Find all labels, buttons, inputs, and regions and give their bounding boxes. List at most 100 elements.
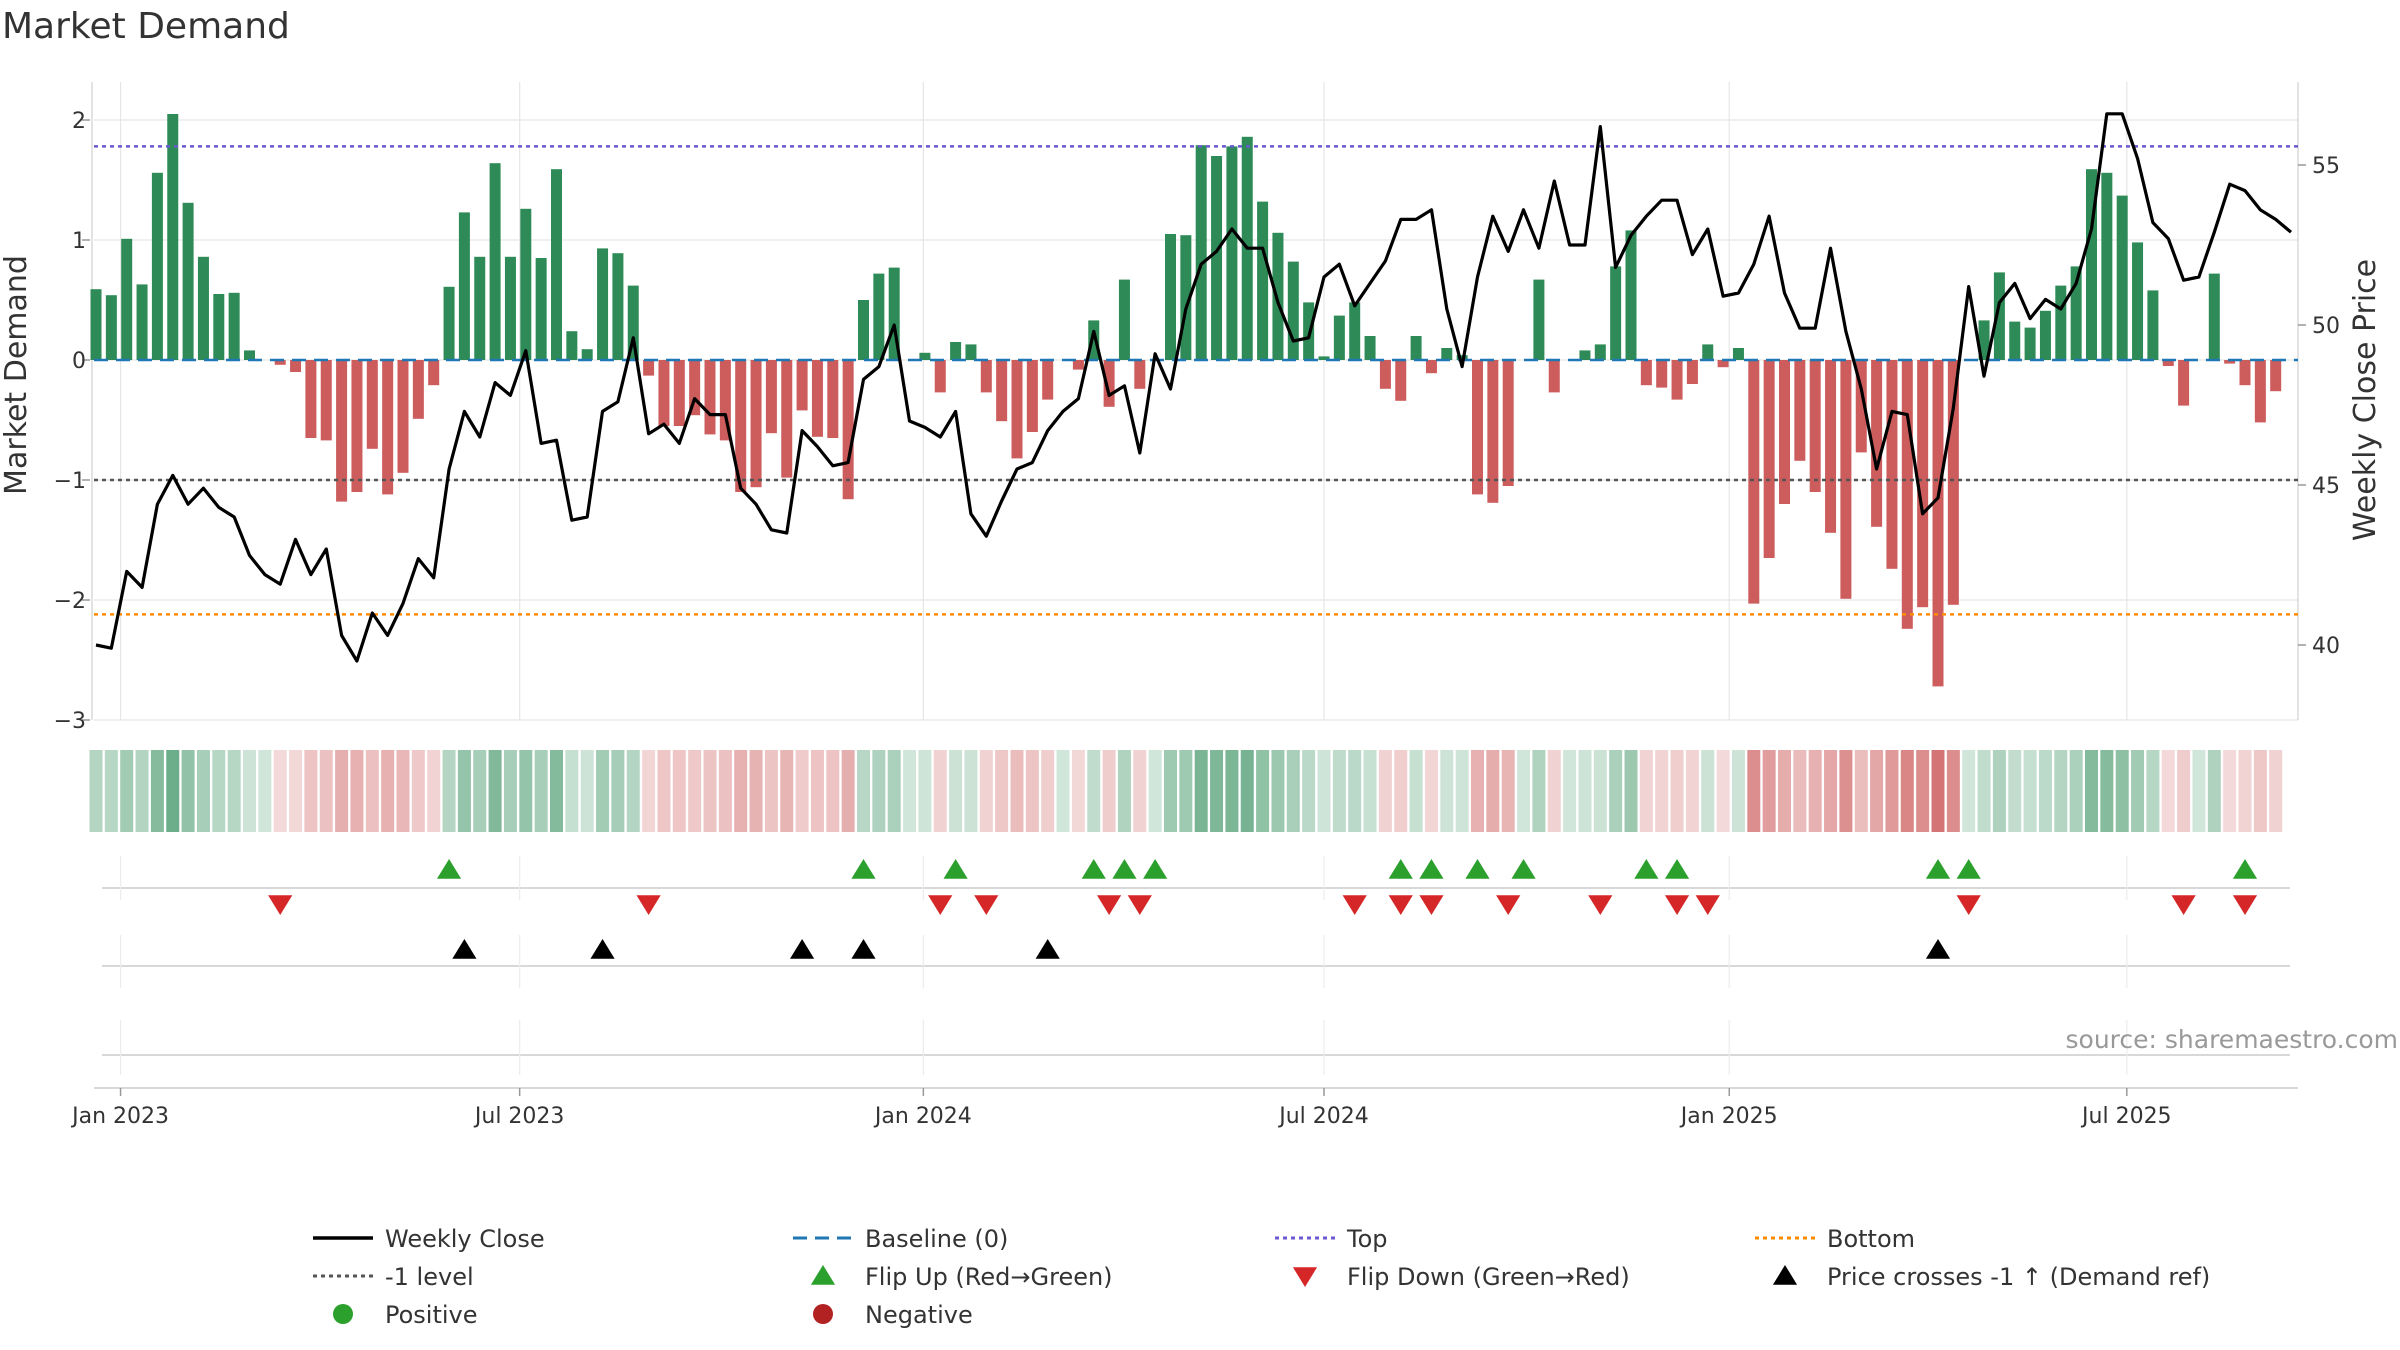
positive-bar: [2208, 273, 2220, 360]
heat-cell: [1010, 750, 1024, 832]
negative-bar: [781, 360, 793, 478]
heat-cell: [1363, 750, 1377, 832]
heat-cell: [1102, 750, 1116, 832]
heat-cell: [2008, 750, 2022, 832]
flip-down-marker: [268, 895, 293, 915]
heat-cell: [1870, 750, 1884, 832]
heat-cell: [1025, 750, 1039, 832]
flip-down-marker: [1588, 895, 1613, 915]
negative-bar: [827, 360, 839, 438]
heat-cell: [473, 750, 487, 832]
positive-bar: [1165, 234, 1176, 360]
legend-swatch: [1772, 1265, 1798, 1285]
negative-bar: [1548, 360, 1560, 393]
heat-cell: [672, 750, 686, 832]
negative-bar: [1871, 360, 1883, 527]
heat-cell: [503, 750, 517, 832]
negative-bar: [1917, 360, 1929, 608]
flip-up-marker: [1664, 859, 1690, 879]
heat-cell: [2177, 750, 2191, 832]
flip-up-marker: [2232, 859, 2258, 879]
negative-bar: [842, 360, 854, 500]
heat-cell: [196, 750, 210, 832]
positive-bar: [105, 295, 117, 360]
heat-cell: [1593, 750, 1607, 832]
y2-tick-label: 50: [2312, 314, 2340, 339]
heat-cell: [1778, 750, 1791, 832]
positive-bar: [2086, 169, 2097, 360]
heat-cell: [1056, 750, 1070, 832]
x-tick-label: Jul 2025: [2080, 1104, 2172, 1129]
negative-bar: [1809, 360, 1821, 492]
flip-signal-panel: [102, 856, 2290, 915]
heat-cell: [2100, 750, 2114, 832]
heat-cell: [933, 750, 947, 832]
heat-cell: [688, 750, 702, 832]
heat-cell: [1317, 750, 1331, 832]
flip-down-marker: [928, 895, 953, 915]
legend-label: Weekly Close: [385, 1225, 545, 1253]
heat-cell: [227, 750, 241, 832]
x-tick-label: Jan 2023: [70, 1104, 169, 1129]
positive-bar: [90, 289, 102, 360]
negative-bar: [980, 360, 992, 393]
heat-cell: [427, 750, 441, 832]
positive-bar: [151, 172, 163, 360]
flip-down-marker: [1956, 895, 1981, 915]
positive-bar: [182, 202, 194, 360]
heat-cell: [1532, 750, 1546, 832]
legend-label: Top: [1346, 1225, 1388, 1253]
positive-bar: [443, 286, 455, 360]
heat-cell: [2223, 750, 2237, 832]
negative-bar: [1886, 360, 1898, 569]
legend-swatch: [333, 1304, 353, 1324]
negative-bar: [1825, 360, 1837, 533]
heat-cell: [1885, 750, 1899, 832]
y-tick-label: 1: [72, 229, 86, 254]
negative-bar: [1026, 360, 1038, 432]
positive-bar: [1702, 344, 1714, 360]
positive-bar: [1318, 356, 1330, 360]
positive-bar: [197, 256, 209, 360]
heat-cell: [2146, 750, 2160, 832]
heat-cell: [1117, 750, 1131, 832]
heat-cell: [1992, 750, 2006, 832]
heat-cell: [1071, 750, 1085, 832]
heat-cell: [488, 750, 502, 832]
negative-bar: [1901, 360, 1913, 629]
flip-up-marker: [1112, 859, 1137, 879]
heat-cell: [442, 750, 456, 832]
heat-cell: [1547, 750, 1561, 832]
flip-down-marker: [1097, 895, 1122, 915]
positive-bar: [858, 300, 869, 360]
positive-bar: [2039, 310, 2051, 360]
price-cross-marker: [452, 939, 477, 959]
heat-cell: [1962, 750, 1976, 832]
heat-cell: [1179, 750, 1193, 832]
heat-cell: [749, 750, 763, 832]
negative-bar: [796, 360, 808, 411]
x-tick-label: Jul 2024: [1277, 1104, 1369, 1129]
negative-bar: [689, 360, 701, 416]
heat-cell: [2023, 750, 2037, 832]
legend-swatch: [813, 1304, 833, 1324]
positive-bar: [597, 248, 609, 360]
heat-cell: [1302, 750, 1316, 832]
heat-cell: [1486, 750, 1500, 832]
legend-label: Bottom: [1827, 1225, 1915, 1253]
price-cross-marker: [1035, 939, 1060, 959]
negative-bar: [1379, 360, 1391, 389]
heat-cell: [534, 750, 548, 832]
positive-bar: [1625, 230, 1637, 360]
heat-cell: [703, 750, 717, 832]
flip-up-marker: [1143, 859, 1168, 879]
heat-cell: [626, 750, 640, 832]
negative-bar: [2162, 360, 2174, 366]
negative-bar: [735, 360, 747, 492]
heat-cell: [381, 750, 395, 832]
legend: Weekly Close Baseline (0) Top Bottom -1 leve…: [313, 1225, 2210, 1329]
heat-cell: [841, 750, 855, 832]
legend-swatch: [1292, 1267, 1318, 1287]
heat-cell: [1578, 750, 1592, 832]
heat-cell: [795, 750, 809, 832]
